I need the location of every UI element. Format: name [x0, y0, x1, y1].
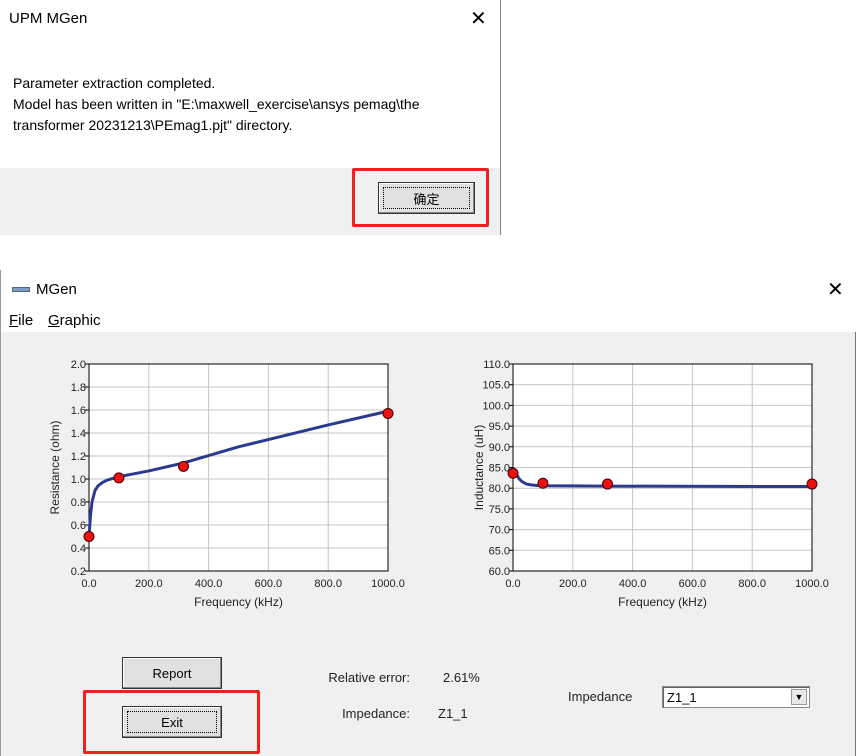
close-icon[interactable]: ✕ — [827, 279, 844, 301]
plot-border — [88, 363, 389, 572]
dialog-message-line: Parameter extraction completed. — [13, 75, 216, 91]
data-point — [113, 472, 125, 484]
y-tick-label: 110.0 — [483, 359, 510, 371]
y-tick-label: 70.0 — [489, 525, 510, 537]
y-tick-label: 0.4 — [71, 543, 86, 555]
impedance-label: Impedance: — [342, 706, 410, 721]
data-point — [601, 478, 613, 490]
plot-area — [89, 364, 388, 571]
close-icon[interactable]: ✕ — [470, 8, 487, 30]
impedance-value: Z1_1 — [438, 706, 468, 721]
highlight-box — [83, 690, 260, 754]
y-tick-label: 105.0 — [482, 380, 510, 392]
relative-error-label: Relative error: — [328, 670, 410, 685]
y-tick-label: 0.2 — [71, 566, 86, 578]
main-content: 0.0 200.0 400.0 600.0 800.0 1000.0 0.2 0.4 0.6 0.… — [1, 332, 856, 756]
highlight-box — [352, 168, 489, 227]
dialog-message-line: transformer 20231213\PEmag1.pjt" directo… — [13, 117, 293, 133]
dialog-message-line: Model has been written in "E:\maxwell_ex… — [13, 96, 420, 112]
y-axis-label: Resistance (ohm) — [48, 420, 62, 514]
x-tick-label: 800.0 — [738, 578, 766, 590]
dialog-title: UPM MGen — [9, 10, 88, 27]
x-tick-label: 200.0 — [135, 578, 163, 590]
data-point — [382, 407, 394, 419]
message-dialog: UPM MGen ✕ Parameter extraction complete… — [0, 0, 501, 235]
mgen-window: MGen ✕ File Graphic 0.0 200.0 400.0 600.0 80… — [0, 270, 856, 756]
window-title: MGen — [36, 281, 77, 298]
chevron-down-icon[interactable]: ▼ — [791, 689, 807, 705]
y-tick-label: 85.0 — [489, 463, 510, 475]
x-tick-label: 200.0 — [559, 578, 587, 590]
data-point — [537, 477, 549, 489]
impedance-select[interactable]: Z1_1 ▼ — [662, 686, 810, 708]
data-point — [177, 460, 189, 472]
y-tick-label: 95.0 — [489, 421, 510, 433]
inductance-chart: 0.0 200.0 400.0 600.0 800.0 1000.0 60.0 65.0 70.… — [472, 359, 829, 609]
x-axis-label: Frequency (kHz) — [618, 595, 707, 609]
y-tick-label: 1.6 — [71, 405, 86, 417]
y-tick-label: 1.4 — [71, 428, 86, 440]
y-tick-label: 0.6 — [71, 520, 86, 532]
y-tick-label: 75.0 — [489, 504, 510, 516]
y-tick-label: 1.2 — [71, 451, 86, 463]
y-tick-label: 1.0 — [71, 474, 86, 486]
y-tick-label: 90.0 — [489, 442, 510, 454]
y-tick-label: 100.0 — [482, 400, 510, 412]
fit-curve — [87, 409, 389, 537]
x-tick-label: 600.0 — [679, 578, 707, 590]
x-tick-label: 400.0 — [195, 578, 223, 590]
data-point — [83, 531, 95, 542]
y-axis-label: Inductance (uH) — [472, 425, 486, 510]
x-tick-label: 0.0 — [505, 578, 520, 590]
menu-file[interactable]: File — [9, 312, 34, 329]
x-tick-label: 1000.0 — [795, 578, 829, 590]
y-tick-label: 0.8 — [71, 497, 86, 509]
y-tick-label: 65.0 — [489, 545, 510, 557]
y-tick-label: 60.0 — [489, 566, 510, 578]
app-icon — [12, 287, 30, 292]
x-tick-label: 800.0 — [314, 578, 342, 590]
impedance-select-label: Impedance — [568, 689, 633, 704]
relative-error-value: 2.61% — [443, 670, 480, 685]
x-tick-label: 0.0 — [81, 578, 96, 590]
y-tick-label: 80.0 — [489, 483, 510, 495]
x-tick-label: 1000.0 — [371, 578, 405, 590]
data-point — [507, 467, 519, 479]
exit-button[interactable]: Exit — [122, 706, 222, 738]
report-button[interactable]: Report — [122, 657, 222, 689]
data-point — [806, 478, 818, 490]
resistance-chart: 0.0 200.0 400.0 600.0 800.0 1000.0 0.2 0.4 0.6 0.… — [48, 359, 405, 609]
menu-graphic[interactable]: Graphic — [48, 312, 101, 329]
y-tick-label: 1.8 — [71, 382, 86, 394]
x-axis-label: Frequency (kHz) — [194, 595, 283, 609]
x-tick-label: 600.0 — [255, 578, 283, 590]
x-tick-label: 400.0 — [619, 578, 647, 590]
y-tick-label: 2.0 — [71, 359, 86, 371]
plot-border — [512, 363, 813, 572]
ok-button[interactable]: 确定 — [378, 182, 475, 214]
